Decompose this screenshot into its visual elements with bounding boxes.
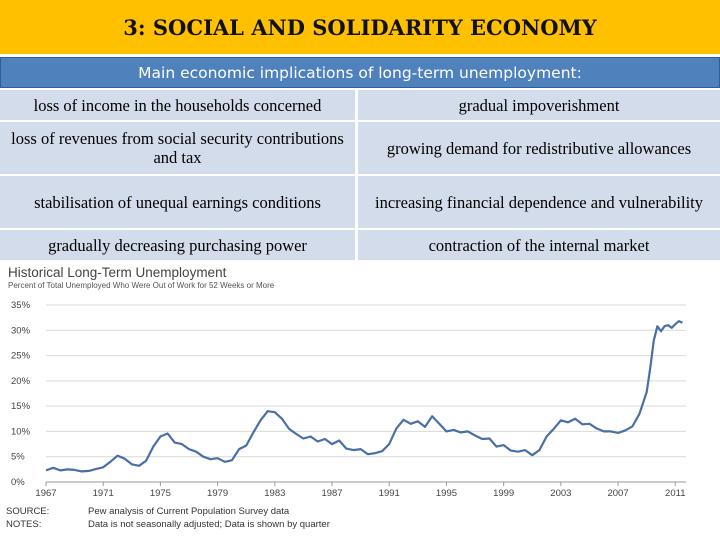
x-tick-label: 1999	[493, 488, 514, 499]
x-tick-label: 1995	[436, 488, 457, 499]
series-line	[45, 320, 683, 473]
effect-cell: contraction of the internal market	[358, 230, 720, 260]
x-tick-label: 1987	[321, 488, 342, 499]
x-tick-label: 1975	[150, 488, 171, 499]
effect-cell: gradual impoverishment	[358, 90, 720, 120]
page-title: 3: SOCIAL AND SOLIDARITY ECONOMY	[123, 14, 597, 40]
notes-label: NOTES:	[6, 519, 41, 530]
effect-cell: increasing financial dependence and vuln…	[358, 176, 720, 228]
y-tick-label: 5%	[11, 452, 25, 463]
table-row: loss of revenues from social security co…	[0, 122, 720, 174]
x-tick-label: 2007	[607, 488, 628, 499]
y-tick-label: 20%	[11, 376, 31, 387]
x-tick-label: 2011	[665, 488, 685, 499]
chart-title: Historical Long-Term Unemployment	[8, 265, 227, 280]
title-bar: 3: SOCIAL AND SOLIDARITY ECONOMY	[0, 0, 720, 54]
y-tick-labels: 0% 5% 10% 15% 20% 25% 30% 35%	[11, 300, 31, 488]
source-text: Pew analysis of Current Population Surve…	[88, 506, 290, 517]
y-tick-label: 10%	[11, 426, 31, 437]
source-label: SOURCE:	[6, 506, 49, 517]
effect-cell: growing demand for redistributive allowa…	[358, 122, 720, 174]
chart-subtitle: Percent of Total Unemployed Who Were Out…	[8, 281, 275, 290]
cause-cell: loss of revenues from social security co…	[0, 122, 358, 174]
long-term-unemployment-chart: Historical Long-Term Unemployment Percen…	[6, 265, 686, 530]
x-tick-label: 1991	[379, 488, 400, 499]
x-tick-label: 1971	[93, 488, 114, 499]
section-title: Main economic implications of long-term …	[138, 63, 582, 82]
cause-cell: stabilisation of unequal earnings condit…	[0, 176, 358, 228]
y-tick-label: 15%	[11, 401, 31, 412]
x-tick-label: 2003	[550, 488, 571, 499]
y-tick-label: 30%	[11, 325, 31, 336]
x-tick-label: 1979	[207, 488, 228, 499]
notes-text: Data is not seasonally adjusted; Data is…	[88, 519, 330, 530]
grid-lines	[45, 304, 686, 486]
x-tick-labels: 1967 1971 1975 1979 1983 1987 1991 1995 1999 2003…	[35, 488, 685, 499]
y-tick-label: 25%	[11, 351, 31, 362]
implications-table: loss of income in the households concern…	[0, 88, 720, 262]
table-row: stabilisation of unequal earnings condit…	[0, 176, 720, 228]
cause-cell: loss of income in the households concern…	[0, 90, 358, 120]
table-row: gradually decreasing purchasing power co…	[0, 230, 720, 260]
y-tick-label: 0%	[11, 477, 25, 488]
y-tick-label: 35%	[11, 300, 31, 311]
subtitle-bar: Main economic implications of long-term …	[0, 57, 720, 88]
x-tick-label: 1967	[35, 488, 56, 499]
x-tick-label: 1983	[264, 488, 285, 499]
cause-cell: gradually decreasing purchasing power	[0, 230, 358, 260]
table-row: loss of income in the households concern…	[0, 90, 720, 120]
